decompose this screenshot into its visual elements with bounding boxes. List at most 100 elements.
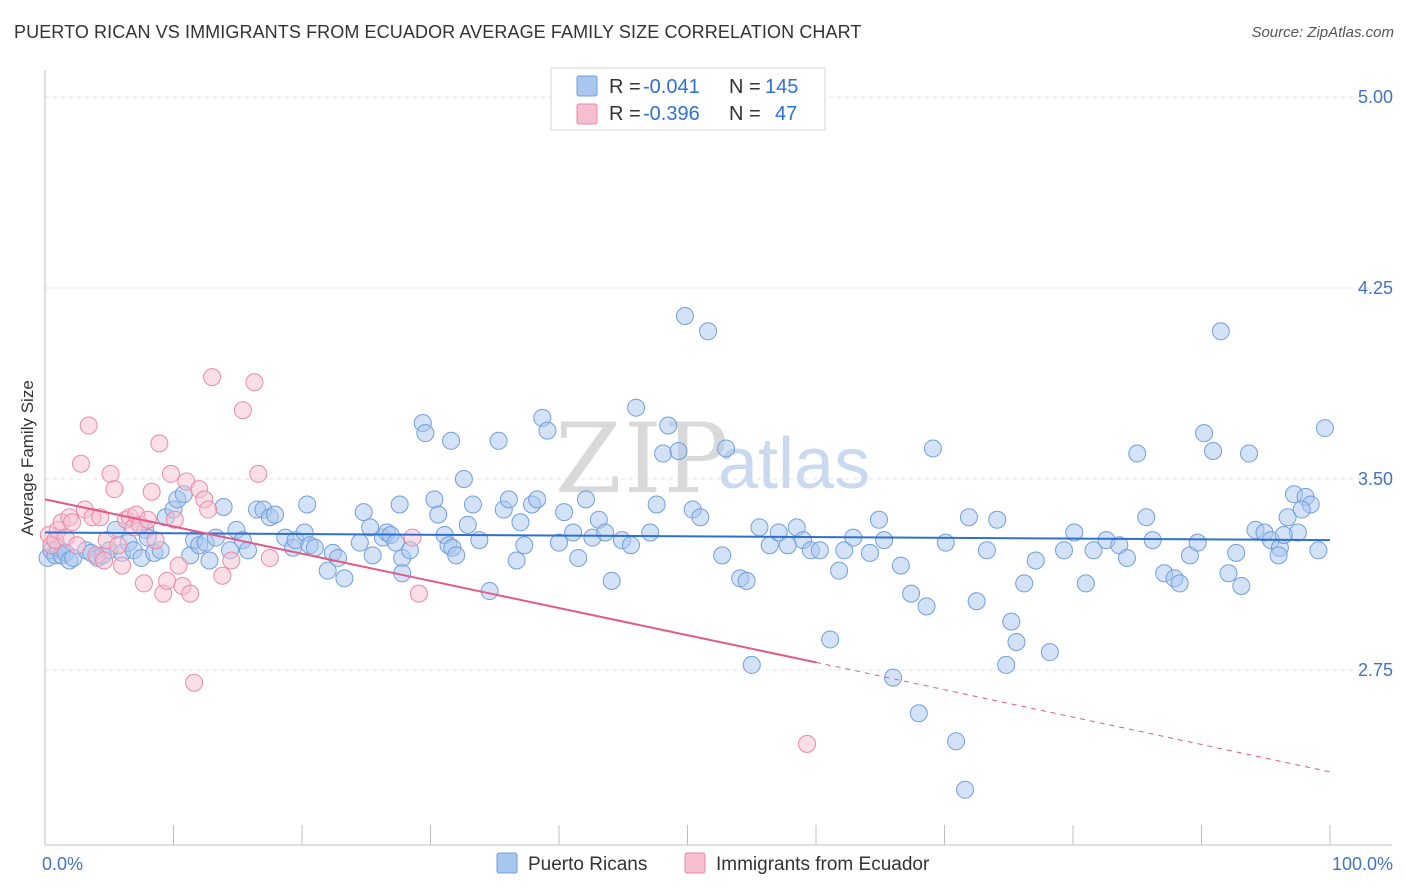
puerto-rican-point [458,515,477,534]
puerto-rican-point [416,424,435,443]
chart-title: PUERTO RICAN VS IMMIGRANTS FROM ECUADOR … [14,22,862,42]
puerto-rican-point [447,546,466,565]
legend-n-label-2: N = [729,103,761,125]
puerto-rican-point [717,439,736,458]
puerto-rican-point [361,518,380,537]
puerto-rican-point [1026,551,1045,570]
puerto-rican-point [1137,508,1156,527]
x-tick-label-1: 100.0% [1332,854,1393,874]
axes [44,70,1392,846]
series-immigrants-from-ecuador [39,368,817,753]
top-legend: R = -0.041 N = 145 R = -0.396 N = 47 [550,67,826,131]
puerto-rican-point [1278,508,1297,527]
puerto-rican-point [627,398,646,417]
puerto-rican-point [515,536,534,555]
y-tick-labels: 2.75 3.50 4.25 5.00 [1358,87,1393,680]
ecuador-point [260,548,279,567]
ecuador-point [203,368,222,387]
puerto-rican-point [1117,548,1136,567]
trend-line-puerto-ricans [44,531,1331,542]
ecuador-point [165,510,184,529]
ecuador-point [249,464,268,483]
y-axis-title: Average Family Size [18,380,37,536]
puerto-rican-point [489,431,508,450]
puerto-rican-point [363,546,382,565]
ecuador-point [199,500,218,519]
ecuador-point [161,464,180,483]
bottom-legend-label-1: Puerto Ricans [528,854,647,875]
puerto-rican-point [335,569,354,588]
puerto-rican-point [997,655,1016,674]
ecuador-point [403,528,422,547]
puerto-rican-point [737,571,756,590]
puerto-rican-point [1292,500,1311,519]
puerto-rican-point [454,470,473,488]
puerto-rican-point [538,421,557,440]
puerto-rican-point [835,541,854,560]
puerto-rican-point [647,495,666,514]
ecuador-point [79,416,98,435]
y-tick-label-2: 4.25 [1358,278,1393,298]
legend-r-value-2: -0.396 [643,103,700,125]
legend-r-label-2: R = [609,103,641,125]
puerto-rican-point [988,510,1007,529]
ecuador-point [101,464,120,483]
puerto-rican-point [1219,564,1238,583]
puerto-rican-point [390,495,409,514]
puerto-rican-point [442,431,461,450]
puerto-rican-point [778,536,797,555]
puerto-rican-point [1315,419,1334,438]
puerto-rican-point [621,536,640,555]
puerto-rican-point [750,518,769,537]
puerto-rican-point [1170,574,1189,593]
puerto-rican-point [875,531,894,550]
puerto-rican-point [1084,541,1103,560]
puerto-rican-point [959,508,978,527]
puerto-rican-point [318,561,337,580]
puerto-rican-point [810,541,829,560]
watermark: ZIP atlas [555,403,870,515]
ecuador-point [798,734,817,753]
puerto-rican-point [550,533,568,552]
ecuador-point [150,434,169,453]
gridlines [45,96,1392,671]
puerto-rican-point [425,490,444,509]
legend-r-value-1: -0.041 [643,76,700,98]
puerto-rican-point [463,495,482,514]
puerto-rican-point [1204,441,1223,460]
ecuador-point [158,571,177,590]
puerto-rican-point [917,597,936,616]
puerto-rican-point [1128,444,1147,463]
puerto-rican-point [884,668,903,687]
bottom-legend-swatch-blue [496,852,518,874]
y-tick-label-0: 2.75 [1358,660,1393,680]
ecuador-point [71,454,90,473]
puerto-rican-point [947,732,966,751]
puerto-rican-point [564,523,583,542]
puerto-rican-point [298,495,317,514]
ecuador-point [181,584,200,603]
puerto-rican-point [429,505,448,524]
puerto-rican-point [354,503,373,522]
puerto-rican-point [200,551,219,570]
puerto-rican-point [602,571,621,590]
legend-r-label-1: R = [609,76,641,98]
puerto-rican-point [860,543,879,562]
puerto-rican-point [699,322,718,341]
puerto-rican-point [821,630,840,649]
puerto-rican-point [675,307,694,326]
puerto-rican-point [528,490,547,509]
puerto-rican-point [869,510,888,529]
legend-n-value-2: 47 [775,103,797,125]
puerto-rican-point [691,508,710,527]
puerto-rican-point [1065,523,1084,542]
puerto-rican-point [507,551,526,570]
puerto-rican-point [1232,576,1251,595]
puerto-rican-point [1195,424,1214,443]
y-tick-label-1: 3.50 [1358,469,1393,489]
puerto-rican-point [1015,574,1034,593]
bottom-legend-label-2: Immigrants from Ecuador [716,854,930,875]
puerto-rican-point [909,704,928,723]
ecuador-point [245,373,264,392]
ecuador-point [213,566,232,585]
